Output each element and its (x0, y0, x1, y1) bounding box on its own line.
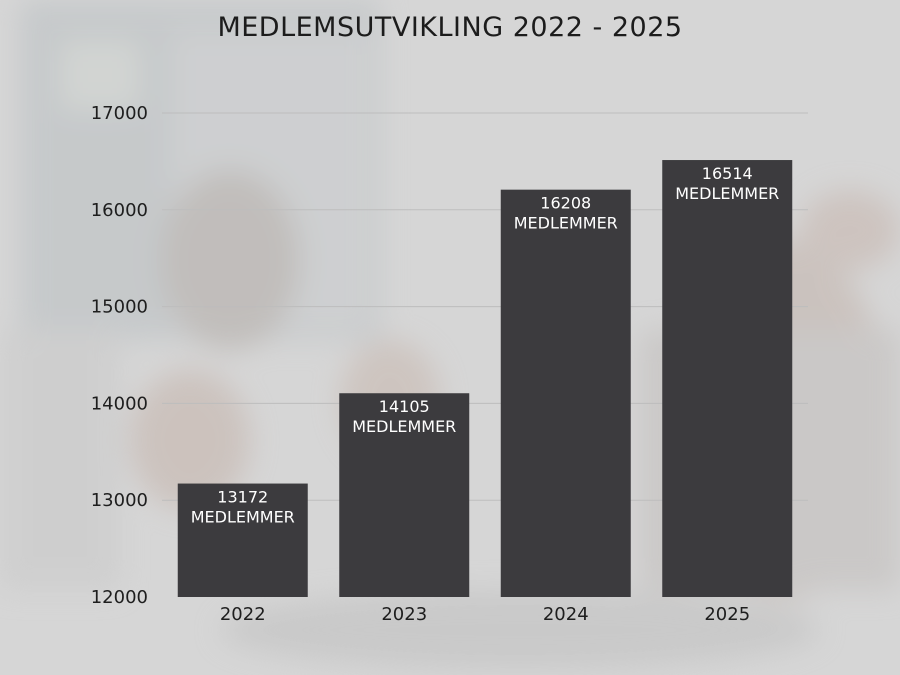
data-label-value: 16208 (540, 194, 591, 213)
y-tick-label: 13000 (91, 490, 148, 511)
x-tick-label: 2022 (220, 604, 266, 625)
data-label-value: 13172 (217, 488, 268, 507)
bar-2023 (339, 393, 470, 597)
x-tick-label: 2023 (381, 604, 427, 625)
bar-2025 (662, 160, 793, 597)
data-label-value: 14105 (379, 397, 430, 416)
x-tick-label: 2024 (543, 604, 589, 625)
y-axis: 12000 13000 14000 15000 16000 17000 (91, 103, 148, 608)
data-label-value: 16514 (702, 164, 753, 183)
chart-title: MEDLEMSUTVIKLING 2022 - 2025 (217, 12, 682, 43)
bars: 13172MEDLEMMER14105MEDLEMMER16208MEDLEMM… (177, 160, 793, 598)
bar-2022 (177, 483, 308, 597)
data-label-unit: MEDLEMMER (352, 417, 456, 436)
y-tick-label: 12000 (91, 587, 148, 608)
bar-2024 (500, 189, 631, 598)
y-tick-label: 16000 (91, 200, 148, 221)
data-label-unit: MEDLEMMER (675, 184, 779, 203)
data-label-unit: MEDLEMMER (514, 214, 618, 233)
y-tick-label: 15000 (91, 297, 148, 318)
x-tick-label: 2025 (704, 604, 750, 625)
y-tick-label: 17000 (91, 103, 148, 124)
data-label-unit: MEDLEMMER (191, 508, 295, 527)
y-tick-label: 14000 (91, 393, 148, 414)
x-axis: 2022 2023 2024 2025 (220, 604, 750, 625)
